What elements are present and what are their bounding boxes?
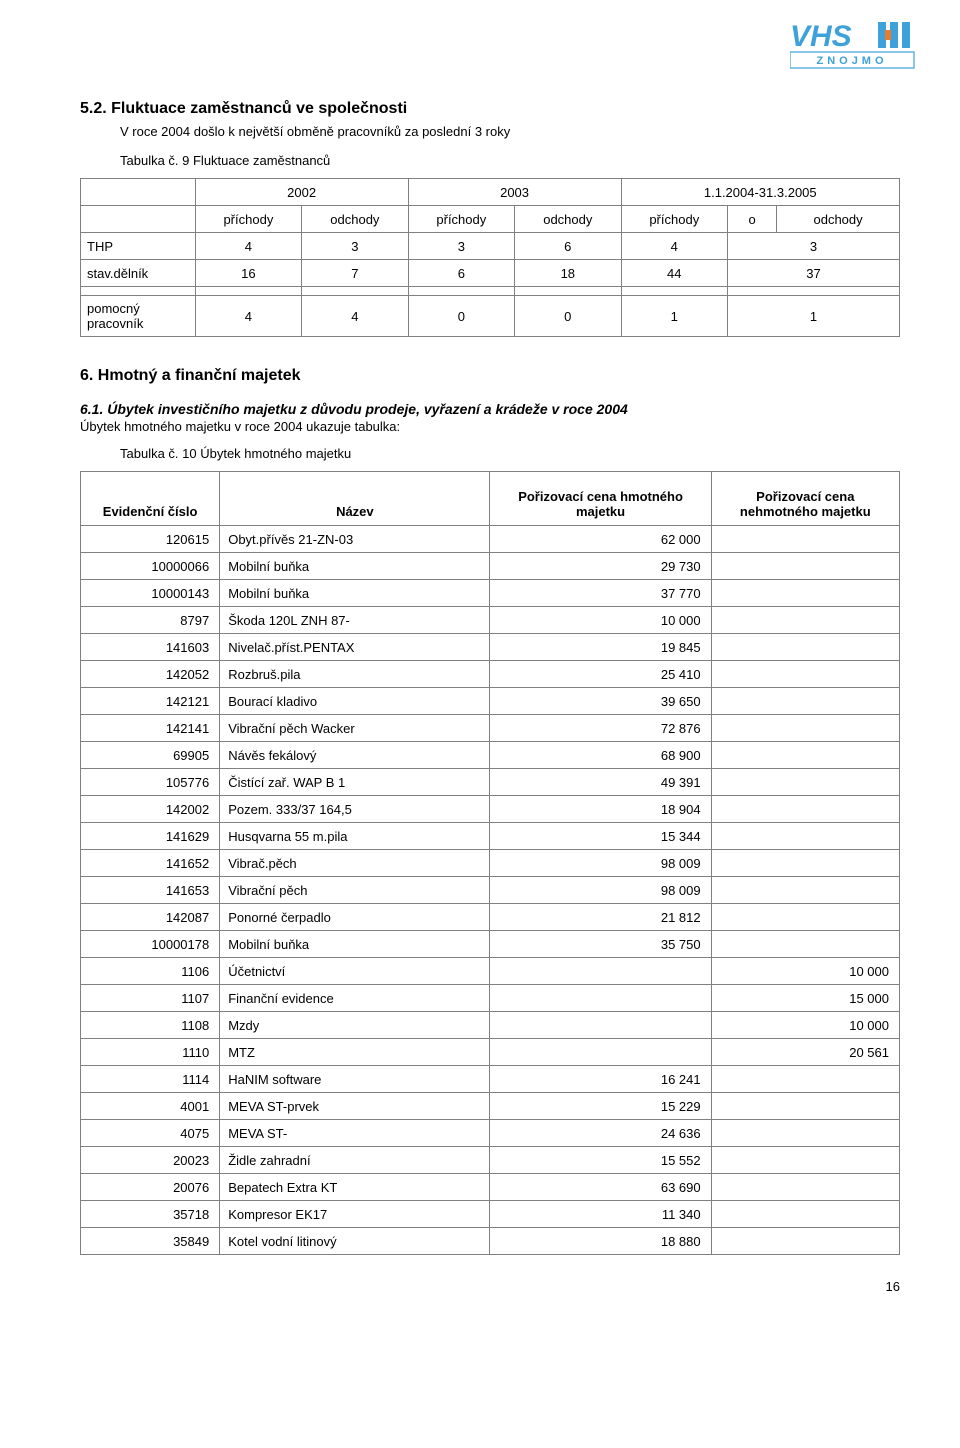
page-number: 16	[80, 1279, 900, 1294]
table-row: 142002Pozem. 333/37 164,518 904	[81, 796, 900, 823]
table-row: 141653Vibrační pěch98 009	[81, 877, 900, 904]
table-row: 1110MTZ20 561	[81, 1039, 900, 1066]
subhead-4: příchody	[621, 206, 727, 233]
table-row: 120615Obyt.přívěs 21-ZN-0362 000	[81, 526, 900, 553]
table-row: 141629Husqvarna 55 m.pila15 344	[81, 823, 900, 850]
table-row: 1114HaNIM software16 241	[81, 1066, 900, 1093]
subhead-6: odchody	[777, 206, 900, 233]
table-row: 142052Rozbruš.pila25 410	[81, 661, 900, 688]
col-nazev: Název	[220, 472, 490, 526]
table-row: THP 4 3 3 6 4 3	[81, 233, 900, 260]
table-row: 10000066Mobilní buňka29 730	[81, 553, 900, 580]
table-row: 141603Nivelač.příst.PENTAX19 845	[81, 634, 900, 661]
table-row: pomocný pracovník 4 4 0 0 1 1	[81, 296, 900, 337]
table-row: 20023Židle zahradní15 552	[81, 1147, 900, 1174]
svg-text:VHS: VHS	[790, 20, 852, 53]
table-row: 10000178Mobilní buňka35 750	[81, 931, 900, 958]
table-row: 142121Bourací kladivo39 650	[81, 688, 900, 715]
table-10-caption: Tabulka č. 10 Úbytek hmotného majetku	[120, 446, 900, 461]
table-row: 142141Vibrační pěch Wacker72 876	[81, 715, 900, 742]
table-row: 35718Kompresor EK1711 340	[81, 1201, 900, 1228]
table-row: 1108Mzdy10 000	[81, 1012, 900, 1039]
table-row: stav.dělník 16 7 6 18 44 37	[81, 260, 900, 287]
logo: VHS ZNOJMO	[790, 18, 920, 73]
section-6-heading: 6. Hmotný a finanční majetek	[80, 367, 900, 385]
table-ubytek: Evidenční číslo Název Pořizovací cena hm…	[80, 471, 900, 1255]
section-5-2-heading: 5.2. Fluktuace zaměstnanců ve společnost…	[80, 100, 900, 118]
table-row: 1107Finanční evidence15 000	[81, 985, 900, 1012]
year-2004: 1.1.2004-31.3.2005	[621, 179, 899, 206]
table-9-caption: Tabulka č. 9 Fluktuace zaměstnanců	[120, 153, 900, 168]
subhead-1: odchody	[302, 206, 408, 233]
svg-text:ZNOJMO: ZNOJMO	[816, 55, 887, 67]
subhead-5: o	[728, 206, 777, 233]
table-row: 142087Ponorné čerpadlo21 812	[81, 904, 900, 931]
table-fluktuace: 2002 2003 1.1.2004-31.3.2005 příchody od…	[80, 178, 900, 337]
year-2003: 2003	[408, 179, 621, 206]
section-6-1-heading: 6.1. Úbytek investičního majetku z důvod…	[80, 401, 900, 417]
section-6-1-intro: Úbytek hmotného majetku v roce 2004 ukaz…	[80, 419, 900, 434]
table-row: 4001MEVA ST-prvek15 229	[81, 1093, 900, 1120]
table-row: 4075MEVA ST-24 636	[81, 1120, 900, 1147]
table-row: 10000143Mobilní buňka37 770	[81, 580, 900, 607]
table-row: 35849Kotel vodní litinový18 880	[81, 1228, 900, 1255]
subhead-0: příchody	[195, 206, 301, 233]
table-row: 20076Bepatech Extra KT63 690	[81, 1174, 900, 1201]
year-2002: 2002	[195, 179, 408, 206]
table-row: 8797Škoda 120L ZNH 87-10 000	[81, 607, 900, 634]
col-nehmot: Pořizovací cena nehmotného majetku	[711, 472, 899, 526]
table-row: 105776Čistící zař. WAP B 149 391	[81, 769, 900, 796]
section-5-2-intro: V roce 2004 došlo k největší obměně prac…	[120, 124, 900, 139]
table-row: 1106Účetnictví10 000	[81, 958, 900, 985]
table-row: 69905Návěs fekálový68 900	[81, 742, 900, 769]
subhead-3: odchody	[515, 206, 621, 233]
col-hmot: Pořizovací cena hmotného majetku	[490, 472, 711, 526]
subhead-2: příchody	[408, 206, 514, 233]
table-row: 141652Vibrač.pěch98 009	[81, 850, 900, 877]
col-evidencni: Evidenční číslo	[81, 472, 220, 526]
